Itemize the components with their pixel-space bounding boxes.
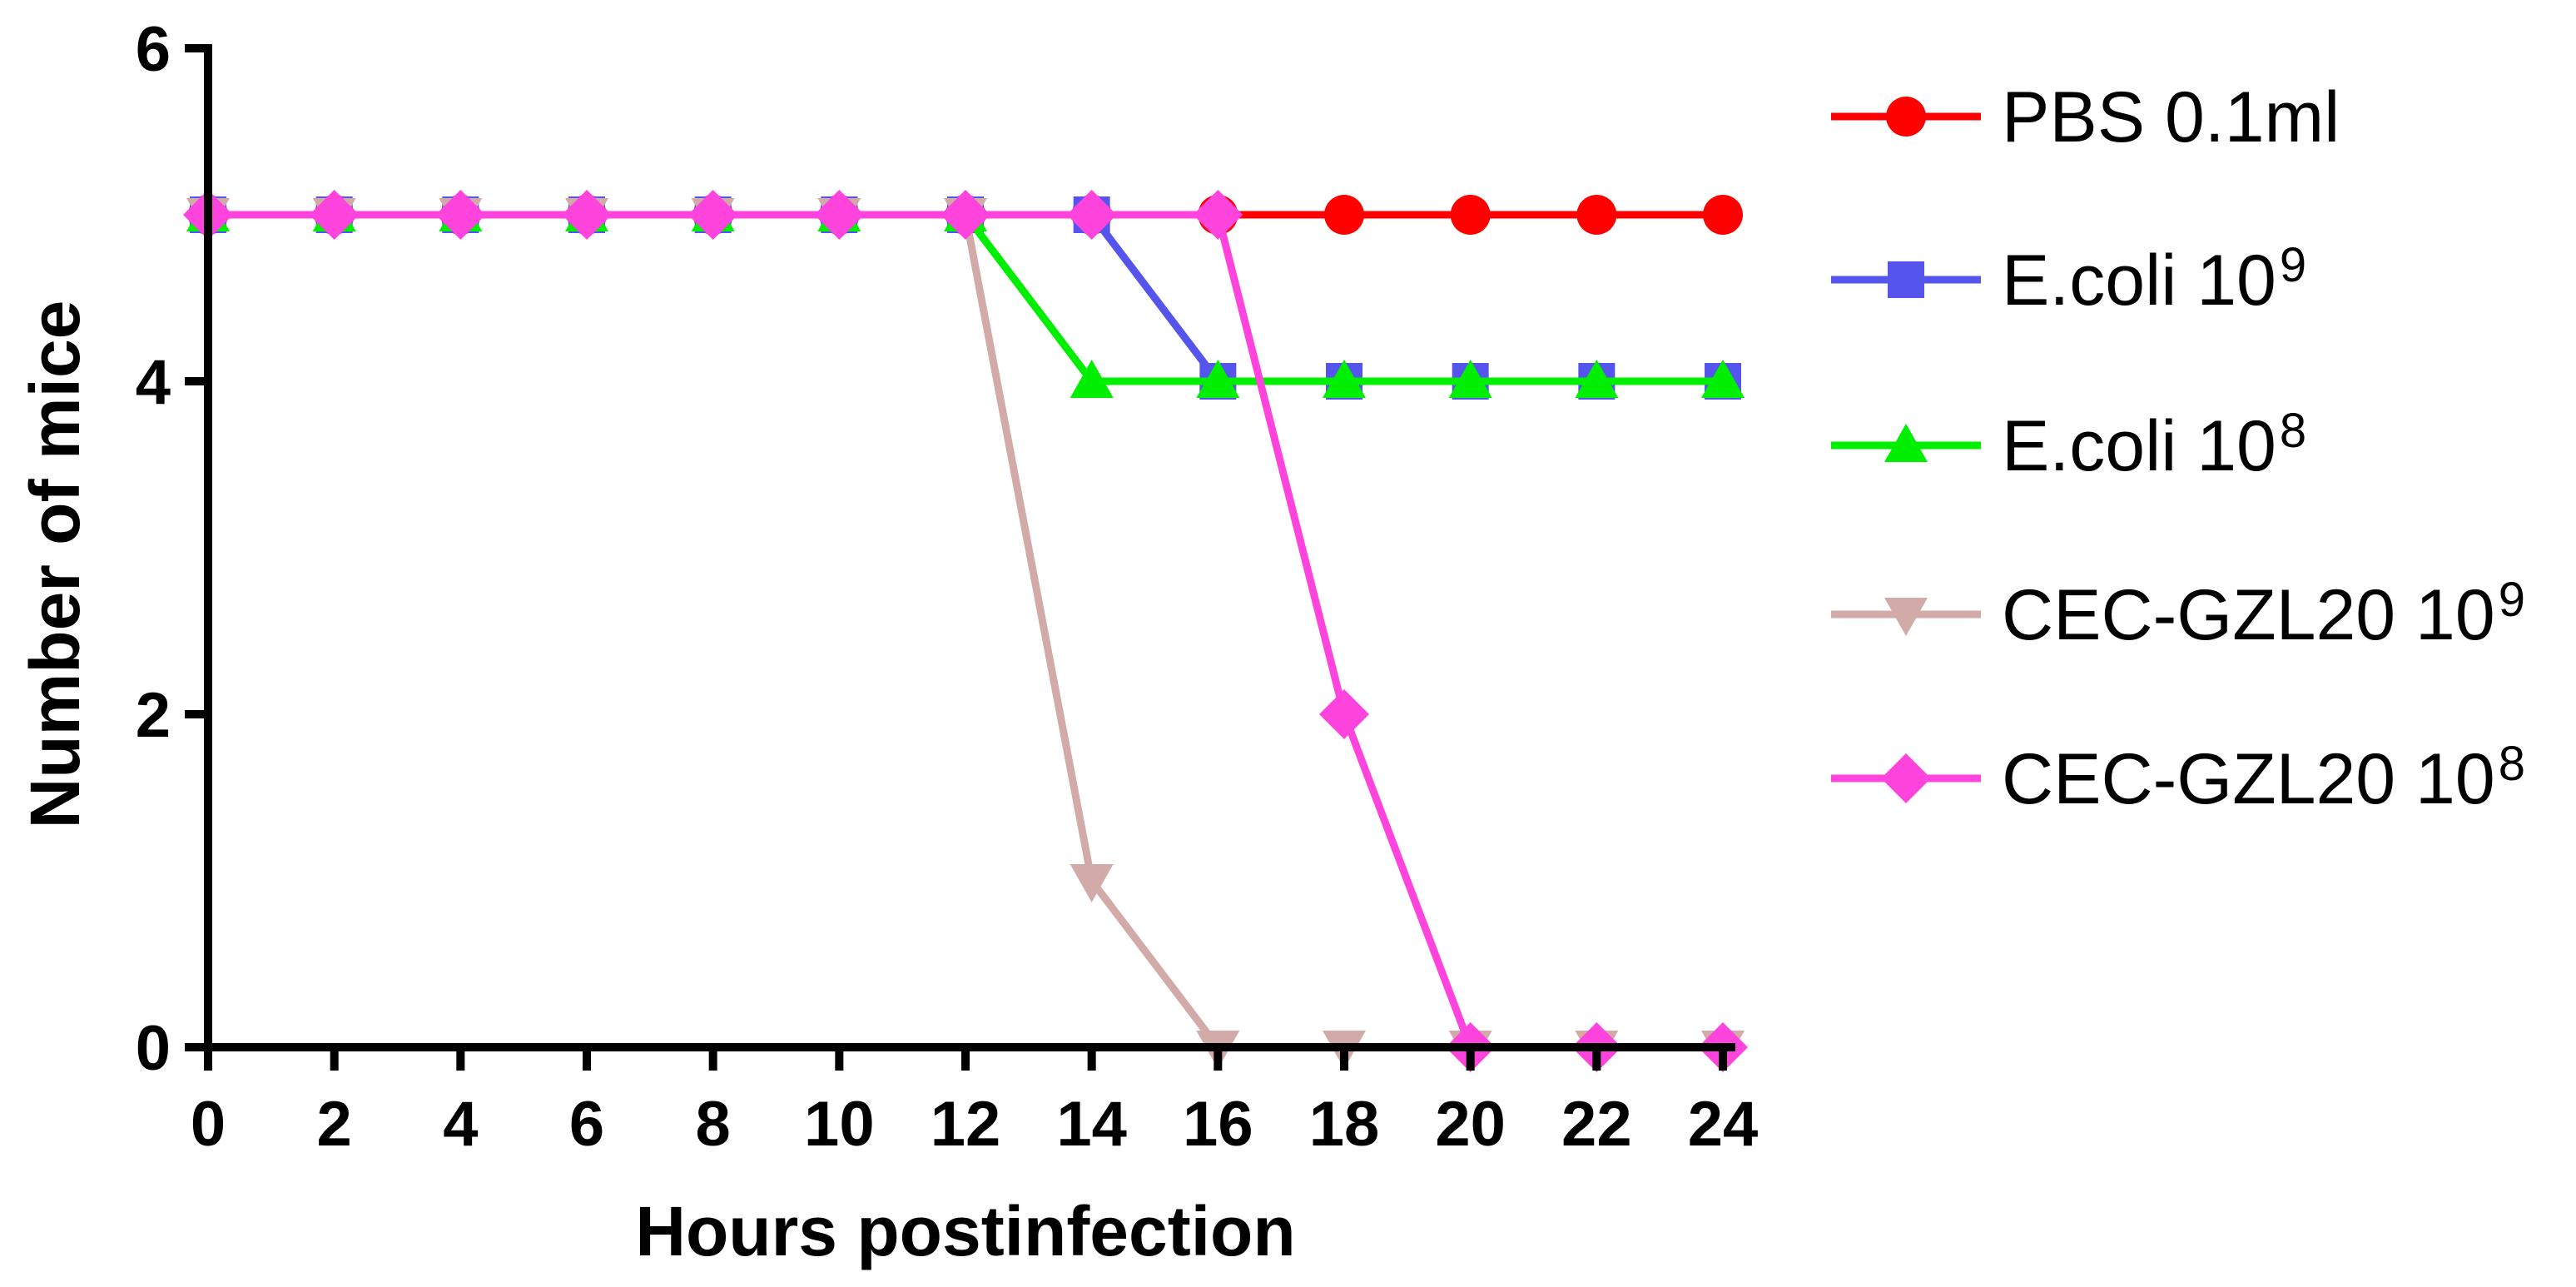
data-point (1196, 360, 1240, 398)
series-line (208, 211, 1723, 1051)
legend-marker (1888, 261, 1924, 298)
data-point (1703, 195, 1743, 235)
data-point (435, 190, 486, 240)
legend-label: CEC-GZL20 109 (2002, 573, 2525, 655)
data-point (1319, 689, 1369, 739)
y-axis-title: Number of mice (16, 301, 94, 829)
x-tick-label: 22 (1561, 1089, 1632, 1160)
legend-item: E.coli 108 (1831, 404, 2306, 486)
x-tick-label: 10 (804, 1089, 875, 1160)
data-point (941, 190, 990, 240)
x-tick-label: 4 (443, 1089, 478, 1160)
x-tick-label: 8 (696, 1089, 731, 1160)
x-tick-label: 6 (569, 1089, 604, 1160)
legend-item: PBS 0.1ml (1831, 77, 2340, 157)
x-tick-label: 12 (931, 1089, 1001, 1160)
data-point (1448, 360, 1492, 398)
x-tick-label: 20 (1435, 1089, 1506, 1160)
data-point (562, 190, 612, 240)
series-4 (186, 198, 1745, 1069)
plot-area (183, 190, 1748, 1072)
legend-label: E.coli 108 (2002, 404, 2306, 486)
x-tick-label: 0 (191, 1089, 226, 1160)
y-tick-label: 0 (136, 1013, 171, 1084)
legend-marker (1881, 753, 1931, 803)
legend: PBS 0.1ml E.coli 109 E.coli 108 CEC-GZL20 1… (1831, 77, 2525, 819)
legend-item: CEC-GZL20 109 (1831, 573, 2525, 655)
x-tick-label: 16 (1183, 1089, 1253, 1160)
legend-marker (1884, 598, 1928, 636)
data-point (814, 190, 865, 240)
legend-label: E.coli 109 (2002, 238, 2306, 321)
legend-marker (1886, 97, 1926, 137)
x-tick-label: 14 (1056, 1089, 1127, 1160)
data-point (309, 190, 360, 240)
legend-label: CEC-GZL20 108 (2002, 737, 2525, 819)
series-line (208, 211, 1723, 1051)
legend-item: E.coli 109 (1831, 238, 2306, 321)
x-tick-label: 18 (1309, 1089, 1380, 1160)
x-tick-label: 24 (1688, 1089, 1759, 1160)
y-tick-label: 2 (136, 680, 171, 751)
data-point (1070, 360, 1114, 398)
legend-item: CEC-GZL20 108 (1831, 737, 2525, 819)
data-point (1701, 360, 1745, 398)
series-5 (183, 190, 1748, 1072)
data-point (1066, 190, 1117, 240)
x-tick-label: 2 (317, 1089, 352, 1160)
data-point (1576, 195, 1617, 235)
data-point (1575, 360, 1619, 398)
legend-marker (1884, 424, 1928, 462)
data-point (687, 190, 738, 240)
y-tick-label: 4 (136, 347, 171, 418)
legend-label: PBS 0.1ml (2002, 77, 2340, 157)
data-point (1323, 360, 1366, 398)
data-point (1070, 864, 1114, 902)
y-tick-label: 6 (136, 14, 171, 85)
x-axis-title: Hours postinfection (635, 1192, 1295, 1270)
data-point (1324, 195, 1364, 235)
data-point (1450, 195, 1491, 235)
data-point (1193, 190, 1243, 240)
